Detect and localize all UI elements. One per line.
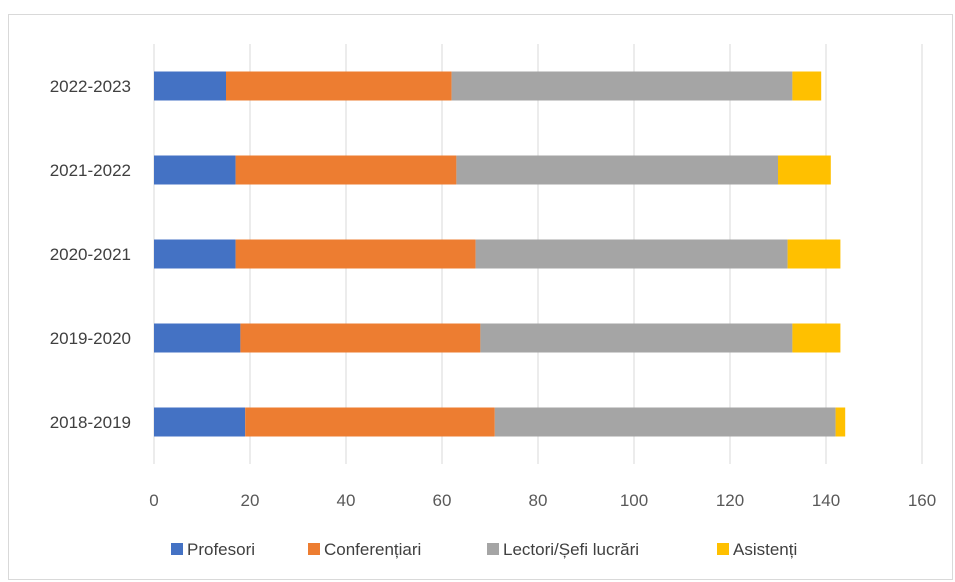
bar-segment xyxy=(235,239,476,269)
x-tick-label: 100 xyxy=(620,491,648,510)
bar-segment xyxy=(835,407,846,437)
x-tick-label: 60 xyxy=(433,491,452,510)
bar-segment xyxy=(475,239,788,269)
legend-swatch xyxy=(487,543,499,555)
x-tick-label: 40 xyxy=(337,491,356,510)
legend: Profesori Conferențiari Lectori/Șefi lucră… xyxy=(171,540,797,559)
y-axis-categories: 2018-2019 2019-2020 2020-2021 2021-2022 2022… xyxy=(50,77,131,432)
bar-segment xyxy=(154,323,241,353)
x-tick-label: 80 xyxy=(529,491,548,510)
x-tick-label: 20 xyxy=(241,491,260,510)
category-label: 2021-2022 xyxy=(50,161,131,180)
legend-label: Conferențiari xyxy=(324,540,421,559)
category-label: 2022-2023 xyxy=(50,77,131,96)
bar-segment xyxy=(456,155,778,185)
category-label: 2020-2021 xyxy=(50,245,131,264)
bar-segment xyxy=(494,407,836,437)
bar-segment xyxy=(154,155,236,185)
category-label: 2019-2020 xyxy=(50,329,131,348)
bar-segment xyxy=(787,239,841,269)
chart-frame xyxy=(8,14,953,580)
x-tick-label: 120 xyxy=(716,491,744,510)
category-label: 2018-2019 xyxy=(50,413,131,432)
bar-segment xyxy=(792,323,841,353)
x-tick-label: 160 xyxy=(908,491,936,510)
bar-segment xyxy=(154,71,226,101)
legend-swatch xyxy=(717,543,729,555)
legend-label: Lectori/Șefi lucrări xyxy=(503,540,639,559)
x-tick-label: 140 xyxy=(812,491,840,510)
x-tick-label: 0 xyxy=(149,491,158,510)
legend-swatch xyxy=(308,543,320,555)
bar-segment xyxy=(792,71,822,101)
legend-label: Asistenți xyxy=(733,540,797,559)
legend-swatch xyxy=(171,543,183,555)
x-axis-ticks: 0 20 40 60 80 100 120 140 160 xyxy=(149,491,936,510)
bars xyxy=(154,71,846,437)
bar-segment xyxy=(154,239,236,269)
bar-segment xyxy=(451,71,793,101)
bar-segment xyxy=(778,155,831,185)
bar-segment xyxy=(235,155,457,185)
bar-segment xyxy=(240,323,481,353)
bar-segment xyxy=(480,323,793,353)
bar-segment xyxy=(245,407,495,437)
legend-label: Profesori xyxy=(187,540,255,559)
bar-segment xyxy=(154,407,246,437)
bar-segment xyxy=(226,71,452,101)
